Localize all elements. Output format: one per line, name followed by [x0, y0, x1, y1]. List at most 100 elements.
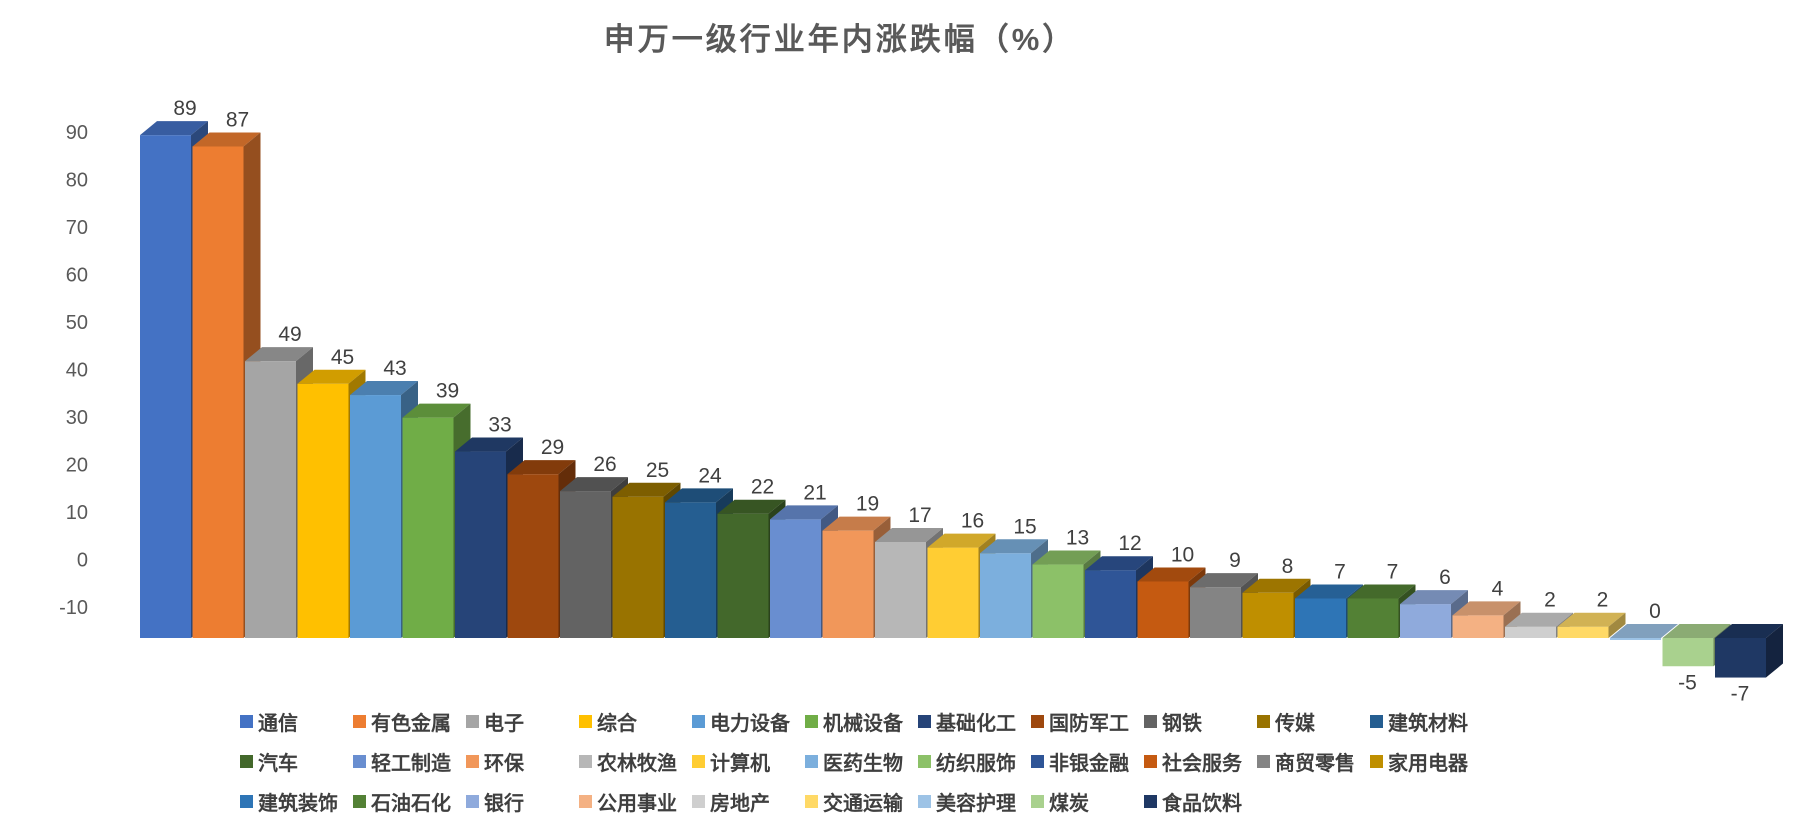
legend-item-label: 银行 [484, 792, 524, 815]
bar-value-label: 26 [593, 453, 616, 476]
bar-value-label: 4 [1492, 577, 1504, 600]
bar-top-face [717, 499, 786, 514]
bar-front-face [140, 135, 191, 638]
bar-value-label: 8 [1282, 555, 1294, 578]
bar-front-face [1662, 638, 1714, 667]
legend-item: 计算机 [692, 747, 805, 776]
bar-top-face [1557, 612, 1626, 627]
legend-row-2: 汽车 轻工制造 环保 农林牧渔 计算机 医药生物 纺织服饰 非银金融 社会服务 商贸零售 家用电器 [240, 741, 1483, 781]
bar-top-face [192, 132, 261, 147]
legend-item-label: 食品饮料 [1162, 792, 1242, 815]
bar-top-face [1347, 584, 1416, 599]
legend-item-label: 综合 [597, 712, 637, 735]
chart-title: 申万一级行业年内涨跌幅（%） [603, 22, 1077, 57]
legend-item: 通信 [240, 707, 353, 736]
bar-top-face [560, 477, 628, 492]
bar-front-face [1137, 581, 1189, 638]
legend-item: 机械设备 [805, 707, 918, 736]
bar-front-face [245, 361, 296, 638]
legend-item-label: 房地产 [710, 792, 770, 815]
bar-28 [1557, 612, 1626, 638]
legend-item: 汽车 [240, 747, 353, 776]
legend-item: 美容护理 [918, 787, 1031, 816]
bar-front-face [927, 547, 979, 638]
bar-top-face [875, 527, 943, 542]
legend-item: 医药生物 [805, 747, 918, 776]
bar-31 [1715, 624, 1783, 678]
y-axis-tick-label: 70 [66, 217, 88, 239]
legend-item-label: 家用电器 [1388, 752, 1468, 775]
legend: 通信 有色金属 电子 综合 电力设备 机械设备 基础化工 国防军工 钢铁 传媒 建筑材料 汽车 轻工制造… [240, 701, 1483, 821]
y-axis-tick-label: 50 [66, 312, 88, 334]
bar-front-face [1400, 604, 1451, 638]
legend-item: 综合 [579, 707, 692, 736]
legend-swatch-icon [353, 754, 366, 768]
legend-item-label: 环保 [484, 752, 524, 775]
bar-top-face [1137, 567, 1206, 582]
legend-item-label: 钢铁 [1162, 712, 1202, 735]
legend-item-label: 国防军工 [1049, 712, 1129, 735]
legend-item-label: 纺织服饰 [936, 752, 1016, 775]
y-axis-tick-label: 60 [66, 265, 88, 287]
legend-swatch-icon [692, 714, 705, 728]
legend-row-3: 建筑装饰 石油石化 银行 公用事业 房地产 交通运输 美容护理 煤炭 食品饮料 [240, 781, 1483, 821]
bar-value-label: 15 [1013, 515, 1036, 538]
legend-item: 环保 [466, 747, 579, 776]
legend-item: 电力设备 [692, 707, 805, 736]
legend-item: 传媒 [1257, 707, 1370, 736]
bar-value-label: 39 [436, 380, 459, 403]
legend-swatch-icon [466, 714, 479, 728]
bar-front-face [507, 474, 559, 638]
bar-side-face [1608, 612, 1626, 638]
bar-top-face [1295, 584, 1363, 599]
legend-swatch-icon [353, 714, 366, 728]
bar-value-label: 17 [908, 504, 931, 527]
y-axis-tick-label: 10 [66, 502, 88, 524]
bar-29 [1610, 624, 1678, 640]
legend-item-label: 非银金融 [1049, 752, 1129, 775]
bar-front-face [1715, 638, 1766, 678]
legend-item-label: 电力设备 [710, 712, 790, 735]
legend-item-label: 公用事业 [597, 792, 677, 815]
bar-front-face [1190, 587, 1241, 638]
legend-item: 公用事业 [579, 787, 692, 816]
bar-value-label: 24 [698, 464, 722, 487]
legend-item-label: 基础化工 [936, 712, 1016, 735]
legend-item-label: 商贸零售 [1275, 752, 1355, 775]
bar-top-face [1242, 578, 1311, 593]
bar-top-face [980, 539, 1048, 554]
bar-front-face [455, 451, 506, 638]
bar-front-face [980, 553, 1031, 638]
bar-value-label: -5 [1678, 671, 1697, 694]
bar-top-face [1505, 612, 1573, 627]
legend-item-label: 社会服务 [1162, 752, 1242, 775]
bar-front-face [1505, 626, 1556, 638]
bar-top-face [1400, 590, 1468, 605]
legend-item-label: 机械设备 [823, 712, 903, 735]
legend-swatch-icon [1370, 714, 1383, 728]
legend-swatch-icon [692, 754, 705, 768]
bar-top-face [1085, 556, 1153, 571]
legend-item-label: 传媒 [1275, 712, 1315, 735]
legend-item: 电子 [466, 707, 579, 736]
bar-value-label: 43 [383, 357, 406, 380]
legend-item: 农林牧渔 [579, 747, 692, 776]
bar-front-face [612, 496, 664, 638]
legend-item: 房地产 [692, 787, 805, 816]
legend-item: 非银金融 [1031, 747, 1144, 776]
bars [140, 121, 1783, 678]
bar-value-label: 33 [488, 414, 511, 437]
legend-swatch-icon [805, 714, 818, 728]
legend-swatch-icon [1144, 754, 1157, 768]
legend-swatch-icon [1031, 754, 1044, 768]
bar-value-label: 29 [541, 436, 564, 459]
legend-swatch-icon [240, 754, 253, 768]
legend-swatch-icon [1144, 714, 1157, 728]
legend-item-label: 轻工制造 [371, 752, 451, 775]
legend-item-label: 煤炭 [1049, 792, 1089, 815]
legend-swatch-icon [918, 714, 931, 728]
bar-front-face [770, 519, 821, 638]
bar-front-face [665, 502, 716, 638]
bar-top-face [1032, 550, 1101, 565]
